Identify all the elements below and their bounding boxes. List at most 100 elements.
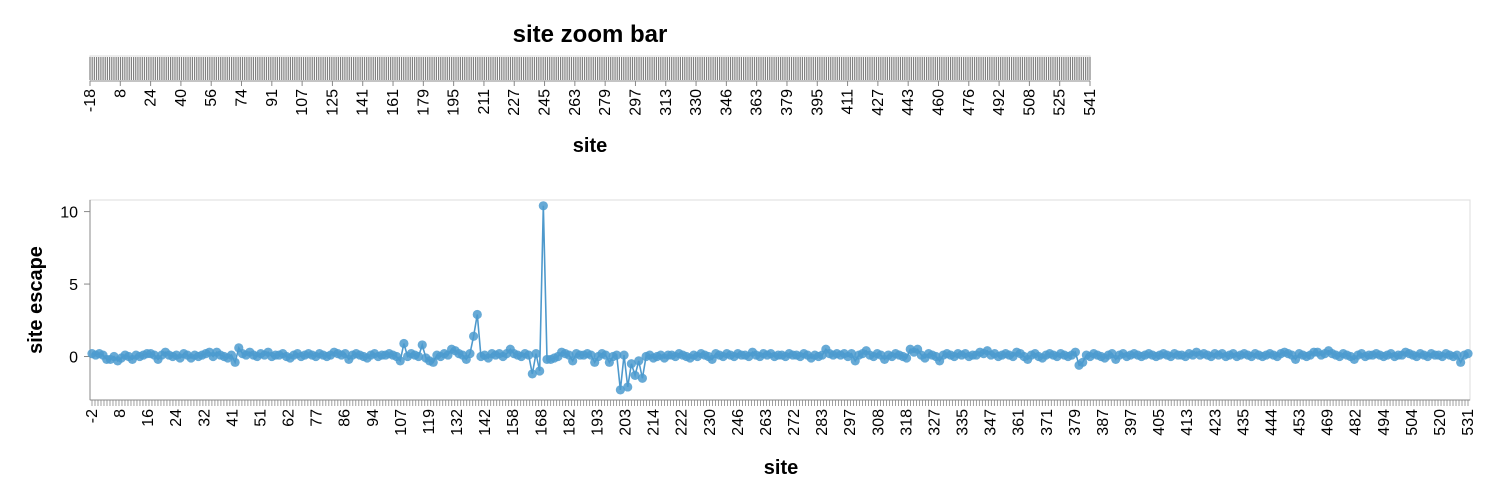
zoom-bar-tick-label: 195 xyxy=(446,89,463,116)
zoom-bar-tick-label: 411 xyxy=(840,89,857,115)
zoom-bar-tick-label: 460 xyxy=(930,89,947,116)
x-axis-tick-label: 297 xyxy=(842,409,859,436)
data-point[interactable] xyxy=(846,349,857,359)
y-axis-title: site escape xyxy=(25,246,47,354)
x-axis-tick-label: 107 xyxy=(393,409,410,436)
x-axis-tick-label: 51 xyxy=(252,409,269,427)
data-point[interactable] xyxy=(538,201,548,211)
x-axis-tick-label: 119 xyxy=(421,409,438,435)
data-point[interactable] xyxy=(901,353,912,363)
x-axis-tick-label: 335 xyxy=(955,409,972,436)
x-axis-title: site xyxy=(764,457,798,479)
data-point[interactable] xyxy=(417,340,427,350)
data-point[interactable] xyxy=(524,350,534,360)
data-point[interactable] xyxy=(527,369,537,379)
plot-frame xyxy=(89,199,1471,401)
x-axis-tick-label: 482 xyxy=(1348,409,1365,436)
x-axis-tick-label: 453 xyxy=(1292,409,1309,436)
zoom-bar-track[interactable] xyxy=(89,55,1091,82)
data-point[interactable] xyxy=(1452,350,1462,360)
zoom-bar-tick-label: 379 xyxy=(779,89,796,116)
data-point[interactable] xyxy=(535,366,545,376)
x-axis-tick-label: 444 xyxy=(1263,409,1280,436)
zoom-bar-tick-label: 125 xyxy=(324,89,341,116)
zoom-bar-tick-label: 211 xyxy=(476,89,493,115)
data-point[interactable] xyxy=(1456,357,1466,367)
x-axis-tick-label: 182 xyxy=(561,409,578,436)
zoom-bar-tick-label: 443 xyxy=(900,89,917,116)
x-axis-tick-label: 62 xyxy=(281,409,298,427)
x-axis-tick-label: 86 xyxy=(337,409,354,427)
data-point[interactable] xyxy=(615,385,625,395)
x-axis-tick-label: 132 xyxy=(449,409,466,436)
zoom-bar-tick-label: 525 xyxy=(1052,89,1069,116)
data-point[interactable] xyxy=(619,350,629,360)
data-point[interactable] xyxy=(469,331,479,341)
x-axis-tick-label: 246 xyxy=(730,409,747,436)
x-axis-tick-label: 413 xyxy=(1179,409,1196,436)
series-points[interactable] xyxy=(87,201,1473,395)
x-axis-tick-label: 423 xyxy=(1207,409,1224,436)
zoom-bar[interactable]: site zoom bar -18 8 24 40 56 74 91 107 125 141 161… xyxy=(82,21,1099,157)
zoom-bar-tick-label: 141 xyxy=(355,89,372,116)
data-point[interactable] xyxy=(472,309,482,320)
x-axis-tick-label: 203 xyxy=(618,409,635,436)
zoom-bar-marks[interactable] xyxy=(89,57,1091,80)
zoom-bar-tick-label: 56 xyxy=(203,89,220,107)
data-point[interactable] xyxy=(630,370,640,380)
zoom-bar-tick-label: 24 xyxy=(143,89,160,107)
x-axis-tick-label: 387 xyxy=(1095,409,1112,436)
data-point[interactable] xyxy=(465,349,475,359)
zoom-bar-tick-label: 91 xyxy=(264,89,281,107)
data-point[interactable] xyxy=(1070,347,1080,357)
x-axis-tick-label: 158 xyxy=(505,409,522,436)
zoom-bar-tick-label: 476 xyxy=(961,89,978,116)
x-axis-tick-label: 531 xyxy=(1460,409,1477,436)
x-axis-tick-label: 41 xyxy=(224,409,241,427)
data-point[interactable] xyxy=(399,338,409,349)
data-point[interactable] xyxy=(634,356,644,366)
x-axis: -2 8 16 24 32 41 51 62 77 86 94 107 119 132 142 158 168 1… xyxy=(84,400,1477,436)
data-point[interactable] xyxy=(601,350,611,360)
data-point[interactable] xyxy=(230,357,240,367)
x-axis-tick-label: 193 xyxy=(589,409,606,436)
zoom-bar-tick-label: 161 xyxy=(385,89,402,116)
zoom-bar-tick-label: 492 xyxy=(991,89,1008,116)
zoom-bar-title: site zoom bar xyxy=(513,21,668,48)
zoom-bar-tick-label: 297 xyxy=(627,89,644,116)
x-axis-tick-label: 263 xyxy=(758,409,775,436)
data-point[interactable] xyxy=(1463,349,1473,359)
zoom-bar-tick-label: 508 xyxy=(1021,89,1038,116)
data-point[interactable] xyxy=(637,373,648,383)
x-axis-tick-label: 361 xyxy=(1011,409,1028,436)
x-axis-tick-label: 308 xyxy=(870,409,887,436)
x-axis-tick-label: 168 xyxy=(533,409,550,436)
y-axis-tick-label: 10 xyxy=(60,205,78,222)
x-axis-tick-label: 77 xyxy=(309,409,326,427)
zoom-bar-tick-label: 346 xyxy=(718,89,735,116)
x-axis-tick-label: 327 xyxy=(926,409,943,436)
data-point[interactable] xyxy=(612,350,622,360)
data-point[interactable] xyxy=(226,350,237,360)
zoom-bar-tick-label: 179 xyxy=(415,89,432,116)
data-point[interactable] xyxy=(568,356,578,366)
zoom-bar-tick-label: 227 xyxy=(506,89,523,116)
zoom-bar-x-axis-title: site xyxy=(573,135,607,157)
data-point[interactable] xyxy=(1078,357,1088,367)
x-axis-tick-label: 16 xyxy=(140,409,157,427)
data-point[interactable] xyxy=(395,356,405,366)
data-point[interactable] xyxy=(428,357,438,367)
zoom-bar-x-axis: -18 8 24 40 56 74 91 107 125 141 161 179 195 211 227 24… xyxy=(82,81,1099,116)
x-axis-tick-label: 379 xyxy=(1067,409,1084,436)
data-point[interactable] xyxy=(623,382,633,392)
escape-chart: 10 5 0 site escape -2 8 16 24 32 41 51 62 77 86 94 10… xyxy=(25,199,1477,479)
data-point[interactable] xyxy=(413,351,424,362)
data-point[interactable] xyxy=(586,350,596,360)
data-point[interactable] xyxy=(626,359,636,369)
y-axis: 10 5 0 xyxy=(60,200,91,400)
data-point[interactable] xyxy=(531,349,541,359)
x-axis-tick-label: 32 xyxy=(196,409,213,427)
x-axis-tick-label: 504 xyxy=(1404,409,1421,436)
zoom-bar-tick-label: 8 xyxy=(112,89,129,98)
